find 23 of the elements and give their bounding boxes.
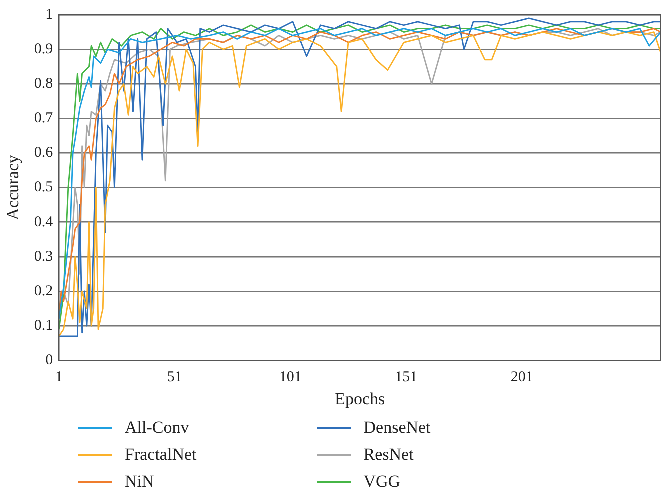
x-axis-title: Epochs <box>335 389 386 408</box>
x-tick-label: 151 <box>395 370 418 386</box>
legend-label: VGG <box>364 472 401 492</box>
y-tick-label: 0.4 <box>34 214 54 230</box>
y-tick-label: 0.5 <box>34 180 54 196</box>
y-tick-label: 0.9 <box>34 42 54 58</box>
y-tick-label: 0.3 <box>34 248 54 265</box>
y-tick-label: 0.7 <box>34 110 54 127</box>
legend-label: FractalNet <box>125 444 197 464</box>
legend-label: ResNet <box>364 444 414 464</box>
legend-label: DenseNet <box>364 418 431 438</box>
y-tick-label: 0.2 <box>34 283 54 300</box>
x-tick-label: 51 <box>167 370 182 386</box>
y-tick-label: 1 <box>46 6 54 23</box>
y-tick-label: 0.6 <box>34 145 54 162</box>
x-tick-label: 201 <box>510 370 534 386</box>
y-tick-label: 0 <box>46 352 54 369</box>
y-axis-title: Accuracy <box>4 154 23 220</box>
y-tick-label: 0.1 <box>34 318 54 334</box>
legend-label: NiN <box>125 472 154 492</box>
y-tick-label: 0.8 <box>34 76 54 92</box>
x-tick-label: 101 <box>279 370 302 386</box>
legend-label: All-Conv <box>125 418 190 438</box>
